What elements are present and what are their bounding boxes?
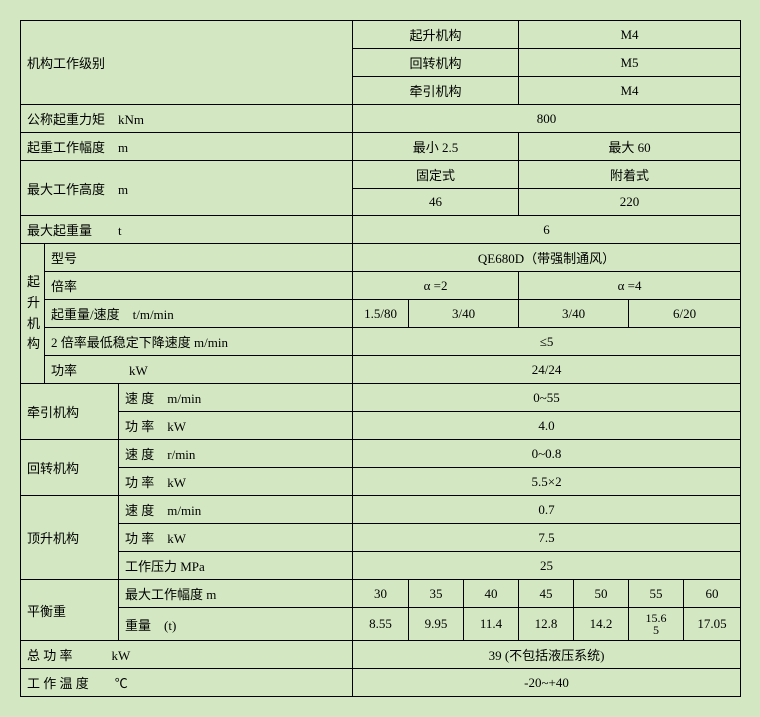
table-row: 牵引机构 速 度 m/min 0~55 [21,384,741,412]
slew-speed-val: 0~0.8 [353,440,741,468]
table-row: 功率 kW 24/24 [21,356,741,384]
model-val: QE680D（带强制通风） [353,244,741,272]
load-speed-label: 起重量/速度 t/m/min [45,300,353,328]
hoist-power-label: 功率 kW [45,356,353,384]
ls2: 3/40 [409,300,519,328]
table-row: 起重工作幅度 m 最小 2.5 最大 60 [21,133,741,161]
work-range-max: 最大 60 [519,133,741,161]
rated-moment: 公称起重力矩 kNm [21,105,353,133]
jack-pow-label: 功 率 kW [119,524,353,552]
table-row: 最大起重量 t 6 [21,216,741,244]
bw-v-2: 11.4 [464,608,519,641]
slew-mech: 回转机构 [353,49,519,77]
slew-pow-label: 功 率 kW [119,468,353,496]
luff-speed-val: 0~55 [353,384,741,412]
temp-label: 工 作 温 度 ℃ [21,669,353,697]
table-row: 功 率 kW 7.5 [21,524,741,552]
jack-group: 顶升机构 [21,496,119,580]
bw-v-6: 17.05 [684,608,741,641]
mech-grade-label: 机构工作级别 [21,21,353,105]
ls3: 3/40 [519,300,629,328]
table-row: 重量 (t) 8.55 9.95 11.4 12.8 14.2 15.65 17… [21,608,741,641]
work-range: 起重工作幅度 m [21,133,353,161]
press-val: 25 [353,552,741,580]
rated-moment-val: 800 [353,105,741,133]
ls1: 1.5/80 [353,300,409,328]
slew-pow-val: 5.5×2 [353,468,741,496]
bw-v-1: 9.95 [409,608,464,641]
max-load: 最大起重量 t [21,216,353,244]
bw-v-5: 15.65 [629,608,684,641]
table-row: 公称起重力矩 kNm 800 [21,105,741,133]
slew-speed-label: 速 度 r/min [119,440,353,468]
table-row: 起重量/速度 t/m/min 1.5/80 3/40 3/40 6/20 [21,300,741,328]
slew-group: 回转机构 [21,440,119,496]
jack-speed-val: 0.7 [353,496,741,524]
bal-group: 平衡重 [21,580,119,641]
fixed-type: 固定式 [353,161,519,189]
temp-val: -20~+40 [353,669,741,697]
spec-table: 机构工作级别 起升机构 M4 回转机构 M5 牵引机构 M4 公称起重力矩 kN… [20,20,741,697]
press-label: 工作压力 MPa [119,552,353,580]
max-height: 最大工作高度 m [21,161,353,216]
hoist-power-val: 24/24 [353,356,741,384]
table-row: 倍率 α =2 α =4 [21,272,741,300]
work-range-min: 最小 2.5 [353,133,519,161]
ls4: 6/20 [629,300,741,328]
luff-group: 牵引机构 [21,384,119,440]
table-row: 2 倍率最低稳定下降速度 m/min ≤5 [21,328,741,356]
model-label: 型号 [45,244,353,272]
attached-type: 附着式 [519,161,741,189]
mult-a: α =2 [353,272,519,300]
spec-table-wrapper: 机构工作级别 起升机构 M4 回转机构 M5 牵引机构 M4 公称起重力矩 kN… [20,20,740,697]
total-power-label: 总 功 率 kW [21,641,353,669]
luff-speed-label: 速 度 m/min [119,384,353,412]
stable-val: ≤5 [353,328,741,356]
fixed-val: 46 [353,189,519,216]
mult-label: 倍率 [45,272,353,300]
table-row: 顶升机构 速 度 m/min 0.7 [21,496,741,524]
bw-v-4: 14.2 [574,608,629,641]
jack-pow-val: 7.5 [353,524,741,552]
hoist-group: 起升机构 [21,244,45,384]
table-row: 功 率 kW 5.5×2 [21,468,741,496]
stable-label: 2 倍率最低稳定下降速度 m/min [45,328,353,356]
table-row: 总 功 率 kW 39 (不包括液压系统) [21,641,741,669]
table-row: 机构工作级别 起升机构 M4 [21,21,741,49]
bw-v-3: 12.8 [519,608,574,641]
total-power-val: 39 (不包括液压系统) [353,641,741,669]
hoist-mech-val: M4 [519,21,741,49]
mult-b: α =4 [519,272,741,300]
jack-speed-label: 速 度 m/min [119,496,353,524]
luff-mech-val: M4 [519,77,741,105]
table-row: 起升机构 型号 QE680D（带强制通风） [21,244,741,272]
bw-v-0: 8.55 [353,608,409,641]
table-row: 回转机构 速 度 r/min 0~0.8 [21,440,741,468]
table-row: 工 作 温 度 ℃ -20~+40 [21,669,741,697]
slew-mech-val: M5 [519,49,741,77]
table-row: 最大工作高度 m 固定式 附着式 [21,161,741,189]
luff-mech: 牵引机构 [353,77,519,105]
hoist-mech: 起升机构 [353,21,519,49]
table-row: 工作压力 MPa 25 [21,552,741,580]
bal-weight-label: 重量 (t) [119,608,353,641]
luff-pow-label: 功 率 kW [119,412,353,440]
table-row: 功 率 kW 4.0 [21,412,741,440]
luff-pow-val: 4.0 [353,412,741,440]
max-load-val: 6 [353,216,741,244]
attached-val: 220 [519,189,741,216]
